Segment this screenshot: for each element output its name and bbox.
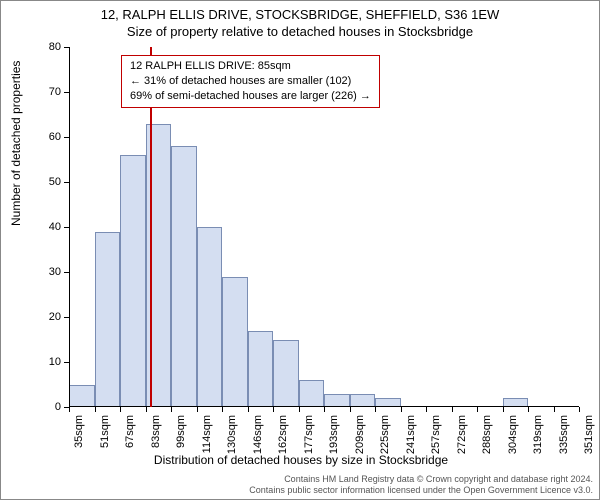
x-tick-label: 351sqm (583, 415, 595, 454)
x-tick-mark (426, 407, 427, 412)
histogram-bar (324, 394, 350, 408)
y-tick-label: 10 (21, 356, 61, 368)
x-tick-mark (146, 407, 147, 412)
x-tick-label: 177sqm (303, 415, 315, 454)
x-tick-mark (452, 407, 453, 412)
x-tick-label: 319sqm (532, 415, 544, 454)
x-tick-mark (197, 407, 198, 412)
x-tick-mark (171, 407, 172, 412)
histogram-bar (120, 155, 146, 407)
x-tick-mark (222, 407, 223, 412)
x-tick-label: 99sqm (175, 415, 187, 448)
x-tick-label: 241sqm (405, 415, 417, 454)
x-tick-mark (579, 407, 580, 412)
y-tick-label: 80 (21, 41, 61, 53)
x-tick-label: 114sqm (201, 415, 213, 453)
histogram-bar (171, 146, 197, 407)
histogram-bar (350, 394, 376, 408)
info-line-1: 12 RALPH ELLIS DRIVE: 85sqm (130, 59, 371, 74)
y-tick-label: 0 (21, 401, 61, 413)
x-tick-label: 272sqm (456, 415, 468, 454)
x-tick-mark (273, 407, 274, 412)
x-tick-label: 67sqm (124, 415, 136, 448)
x-tick-mark (528, 407, 529, 412)
x-tick-mark (477, 407, 478, 412)
x-tick-mark (299, 407, 300, 412)
x-axis-line (69, 406, 579, 407)
x-tick-mark (554, 407, 555, 412)
x-tick-label: 130sqm (226, 415, 238, 454)
x-tick-mark (95, 407, 96, 412)
histogram-bar (197, 227, 223, 407)
x-tick-mark (350, 407, 351, 412)
histogram-bar (95, 232, 121, 408)
footer-line-2: Contains public sector information licen… (249, 485, 593, 497)
x-axis-label: Distribution of detached houses by size … (1, 453, 600, 467)
x-tick-label: 83sqm (150, 415, 162, 448)
x-tick-label: 146sqm (252, 415, 264, 454)
x-tick-mark (324, 407, 325, 412)
x-tick-mark (69, 407, 70, 412)
histogram-bar (273, 340, 299, 408)
x-tick-label: 35sqm (73, 415, 85, 448)
histogram-bar (222, 277, 248, 408)
x-tick-label: 162sqm (277, 415, 289, 454)
x-tick-label: 257sqm (430, 415, 442, 454)
info-line-3: 69% of semi-detached houses are larger (… (130, 89, 371, 104)
footer-line-1: Contains HM Land Registry data © Crown c… (249, 474, 593, 486)
y-tick-label: 50 (21, 176, 61, 188)
histogram-bar (248, 331, 274, 408)
y-tick-label: 70 (21, 86, 61, 98)
title-sub: Size of property relative to detached ho… (1, 22, 599, 39)
y-tick-label: 60 (21, 131, 61, 143)
x-tick-mark (248, 407, 249, 412)
y-axis-line (69, 47, 70, 407)
histogram-bar (299, 380, 325, 407)
y-tick-label: 30 (21, 266, 61, 278)
info-box: 12 RALPH ELLIS DRIVE: 85sqm ← 31% of det… (121, 55, 380, 108)
x-tick-label: 225sqm (379, 415, 391, 454)
x-tick-mark (401, 407, 402, 412)
x-tick-label: 209sqm (354, 415, 366, 454)
histogram-bar (69, 385, 95, 408)
title-main: 12, RALPH ELLIS DRIVE, STOCKSBRIDGE, SHE… (1, 1, 599, 22)
y-tick-label: 40 (21, 221, 61, 233)
x-tick-label: 304sqm (507, 415, 519, 454)
x-tick-mark (375, 407, 376, 412)
info-line-2: ← 31% of detached houses are smaller (10… (130, 74, 371, 89)
x-tick-mark (120, 407, 121, 412)
chart-container: 12, RALPH ELLIS DRIVE, STOCKSBRIDGE, SHE… (0, 0, 600, 500)
x-tick-label: 288sqm (481, 415, 493, 454)
y-tick-label: 20 (21, 311, 61, 323)
x-tick-label: 193sqm (328, 415, 340, 454)
x-tick-label: 51sqm (99, 415, 111, 448)
footer-text: Contains HM Land Registry data © Crown c… (249, 474, 593, 497)
x-tick-label: 335sqm (558, 415, 570, 454)
x-tick-mark (503, 407, 504, 412)
